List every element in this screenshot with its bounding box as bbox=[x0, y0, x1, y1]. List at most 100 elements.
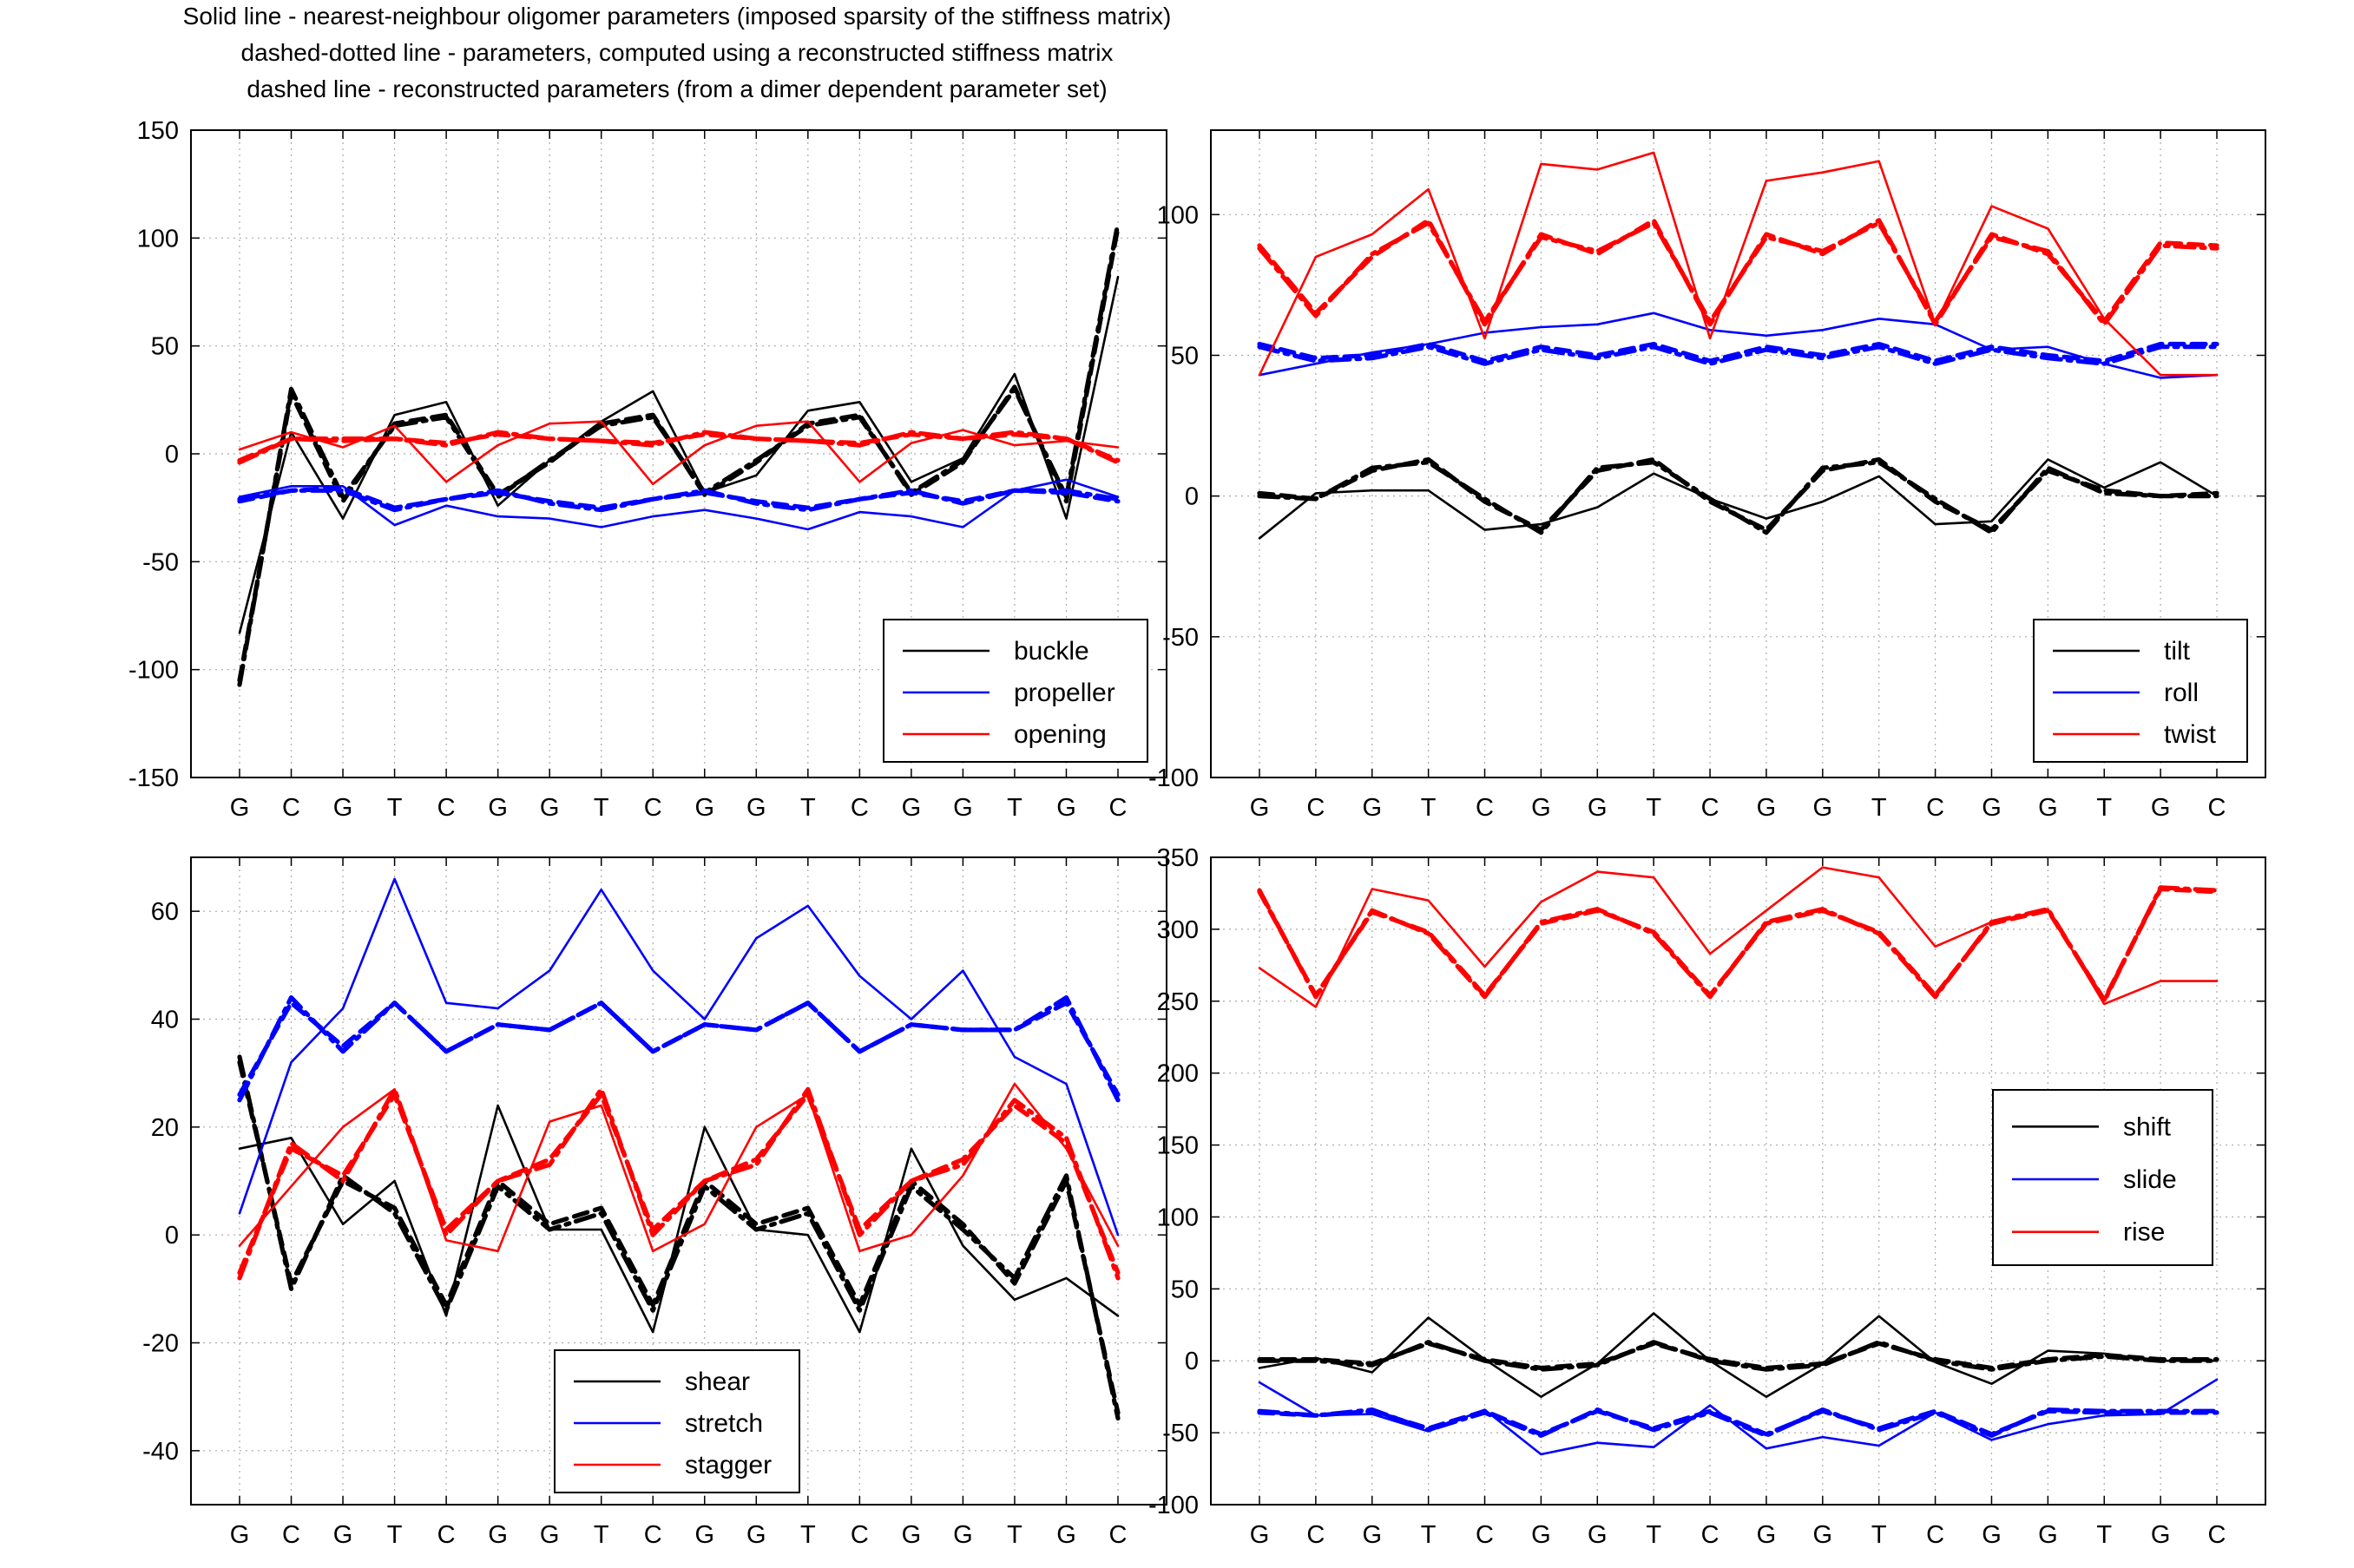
legend-label-shift: shift bbox=[2123, 1112, 2172, 1141]
y-tick-label: 100 bbox=[1157, 201, 1199, 229]
series-line-buckle-solid bbox=[238, 275, 1120, 634]
x-tick-label: G bbox=[230, 1521, 250, 1549]
figure-title-line-3: dashed line - reconstructed parameters (… bbox=[247, 75, 1107, 102]
x-tick-label: G bbox=[902, 1521, 922, 1549]
x-tick-label: G bbox=[694, 1521, 714, 1549]
series-line-shift-dashed bbox=[1257, 1341, 2219, 1371]
x-tick-label: C bbox=[2208, 1521, 2226, 1549]
chart-panel-buckle-propeller-opening: G C G T C G G T C G G T C G G T G C -150 -100 -50 0 50 100 150 bu… bbox=[128, 117, 1167, 822]
x-tick-label: G bbox=[488, 1521, 508, 1549]
x-tick-label: G bbox=[1531, 1521, 1551, 1549]
x-tick-label: G bbox=[746, 794, 766, 822]
y-tick-label: 150 bbox=[137, 117, 179, 145]
x-tick-label: G bbox=[2151, 1521, 2171, 1549]
x-tick-label: G bbox=[1757, 794, 1777, 822]
axes-box bbox=[190, 856, 1167, 1506]
x-tick-label: G bbox=[694, 794, 714, 822]
axes-box bbox=[1210, 856, 2266, 1506]
x-tick-label: T bbox=[1007, 1521, 1022, 1549]
x-tick-label: C bbox=[2208, 794, 2226, 822]
series-line-roll-dashdot bbox=[1257, 344, 2219, 366]
x-tick-label: C bbox=[1476, 1521, 1494, 1549]
x-tick-label: T bbox=[387, 794, 403, 822]
legend-label-slide: slide bbox=[2123, 1165, 2177, 1194]
series-line-stagger-dashdot bbox=[237, 1086, 1121, 1281]
x-tick-label: C bbox=[1476, 794, 1494, 822]
x-tick-label: G bbox=[333, 1521, 353, 1549]
x-tick-label: G bbox=[1813, 794, 1833, 822]
x-tick-label: G bbox=[1250, 1521, 1270, 1549]
x-tick-label: G bbox=[1982, 794, 2002, 822]
x-tick-label: C bbox=[851, 794, 869, 822]
x-tick-label: T bbox=[1646, 794, 1661, 822]
chart-panel-shear-stretch-stagger: G C G T C G G T C G G T C G G T G C -40 -20 0 20 40 60 shear stre… bbox=[142, 856, 1167, 1549]
legend: shear stretch stagger bbox=[554, 1349, 800, 1493]
axes-box bbox=[1210, 129, 2266, 778]
x-tick-label: T bbox=[800, 794, 816, 822]
x-tick-label: C bbox=[644, 794, 662, 822]
legend-label-propeller: propeller bbox=[1014, 679, 1115, 707]
y-tick-label: -40 bbox=[142, 1438, 179, 1466]
x-tick-label: G bbox=[1588, 794, 1608, 822]
x-tick-label: T bbox=[800, 1521, 816, 1549]
y-tick-label: 50 bbox=[1171, 342, 1199, 370]
x-tick-label: G bbox=[540, 1521, 560, 1549]
legend-box bbox=[1992, 1089, 2213, 1266]
chart-panel-shift-slide-rise: G C G T C G G T C G G T C G G T G C -100 -50 0 50 100 150 200 250… bbox=[1148, 844, 2266, 1549]
legend-label-buckle: buckle bbox=[1014, 637, 1089, 666]
x-tick-label: C bbox=[1701, 1521, 1719, 1549]
legend-label-opening: opening bbox=[1014, 720, 1107, 749]
y-tick-label: 150 bbox=[1157, 1132, 1199, 1160]
x-tick-label: G bbox=[953, 1521, 973, 1549]
x-tick-label: G bbox=[902, 794, 922, 822]
x-tick-label: C bbox=[1306, 1521, 1325, 1549]
y-tick-label: -20 bbox=[142, 1330, 179, 1358]
x-tick-label: G bbox=[488, 794, 508, 822]
x-tick-label: G bbox=[1757, 1521, 1777, 1549]
y-tick-label: 350 bbox=[1157, 844, 1199, 872]
y-tick-label: 100 bbox=[1157, 1204, 1199, 1231]
legend-label-roll: roll bbox=[2164, 679, 2199, 707]
chart-panel-tilt-roll-twist: G C G T C G G T C G G T C G G T G C-100-50050100tiltrollt… bbox=[1148, 129, 2266, 822]
x-tick-label: G bbox=[1982, 1521, 2002, 1549]
y-tick-label: 0 bbox=[1185, 483, 1199, 511]
series-line-stretch-solid bbox=[238, 877, 1120, 1237]
series-group bbox=[1257, 866, 2219, 1456]
legend-label-tilt: tilt bbox=[2164, 637, 2191, 666]
x-tick-label: G bbox=[1588, 1521, 1608, 1549]
y-tick-label: 0 bbox=[165, 1222, 179, 1250]
x-tick-label: G bbox=[1531, 794, 1551, 822]
x-tick-label: T bbox=[594, 794, 609, 822]
y-tick-label: -150 bbox=[128, 764, 179, 792]
series-line-tilt-dashed bbox=[1257, 456, 2219, 533]
x-tick-label: C bbox=[1109, 794, 1128, 822]
series-line-opening-dashed bbox=[237, 432, 1121, 463]
x-tick-label: G bbox=[540, 794, 560, 822]
series-line-stagger-dashed bbox=[237, 1092, 1121, 1276]
legend: shift slide rise bbox=[1992, 1089, 2213, 1266]
legend-label-twist: twist bbox=[2164, 720, 2217, 749]
series-line-shear-solid bbox=[238, 1104, 1120, 1334]
x-tick-label: C bbox=[851, 1521, 869, 1549]
x-tick-label: C bbox=[282, 794, 300, 822]
y-tick-label: 300 bbox=[1157, 916, 1199, 944]
series-line-stagger-solid bbox=[238, 1082, 1120, 1253]
series-line-shear-dashed bbox=[237, 1060, 1121, 1415]
x-tick-label: G bbox=[1250, 794, 1270, 822]
y-tick-label: 200 bbox=[1157, 1060, 1199, 1088]
series-line-roll-dashed bbox=[1257, 341, 2219, 364]
x-tick-label: T bbox=[2096, 794, 2112, 822]
y-tick-label: -50 bbox=[142, 548, 179, 576]
legend-box bbox=[2033, 619, 2248, 763]
x-tick-label: G bbox=[2038, 794, 2058, 822]
y-tick-label: -100 bbox=[128, 657, 179, 685]
series-group bbox=[237, 220, 1121, 687]
x-tick-label: G bbox=[1813, 1521, 1833, 1549]
y-tick-label: 20 bbox=[151, 1114, 179, 1142]
legend-label-stretch: stretch bbox=[685, 1409, 763, 1438]
legend-box bbox=[554, 1349, 800, 1493]
series-line-shear-dashdot bbox=[237, 1054, 1121, 1421]
x-tick-label: G bbox=[1056, 1521, 1076, 1549]
x-tick-label: T bbox=[1871, 1521, 1887, 1549]
x-tick-label: C bbox=[437, 794, 456, 822]
